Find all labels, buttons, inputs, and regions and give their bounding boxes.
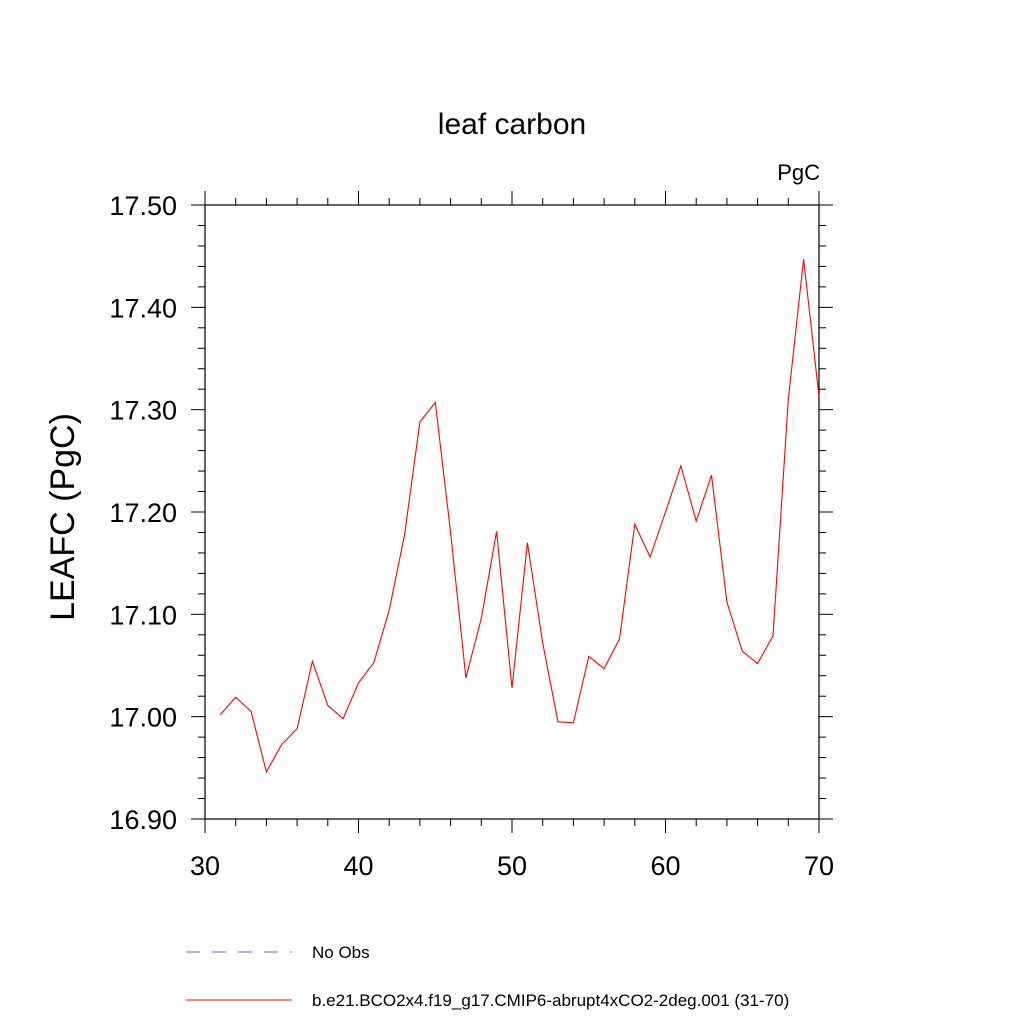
series-group	[219, 259, 820, 774]
y-tick-label: 16.90	[109, 805, 177, 835]
x-tick-label: 50	[497, 851, 527, 881]
x-tick-label: 60	[650, 851, 680, 881]
y-axis-label: LEAFC (PgC)	[44, 413, 82, 621]
chart-title: leaf carbon	[438, 108, 586, 141]
axis-ticks	[191, 191, 833, 833]
legend-label: b.e21.BCO2x4.f19_g17.CMIP6-abrupt4xCO2-2…	[312, 991, 789, 1010]
units-label: PgC	[777, 160, 820, 185]
legend-label: No Obs	[312, 943, 370, 962]
y-tick-label: 17.10	[109, 600, 177, 630]
y-tick-label: 17.20	[109, 498, 177, 528]
y-tick-label: 17.30	[109, 396, 177, 426]
y-tick-label: 17.40	[109, 293, 177, 323]
x-tick-label: 30	[190, 851, 220, 881]
x-tick-label: 40	[343, 851, 373, 881]
series-line	[219, 259, 820, 774]
tick-labels: 30 40 50 60 70 16.90 17.00 17.10 17.20 17.30 17.40…	[109, 191, 834, 881]
x-tick-label: 70	[804, 851, 834, 881]
y-tick-label: 17.50	[109, 191, 177, 221]
y-tick-label: 17.00	[109, 703, 177, 733]
legend: No Obs b.e21.BCO2x4.f19_g17.CMIP6-abrupt4…	[186, 943, 789, 1010]
